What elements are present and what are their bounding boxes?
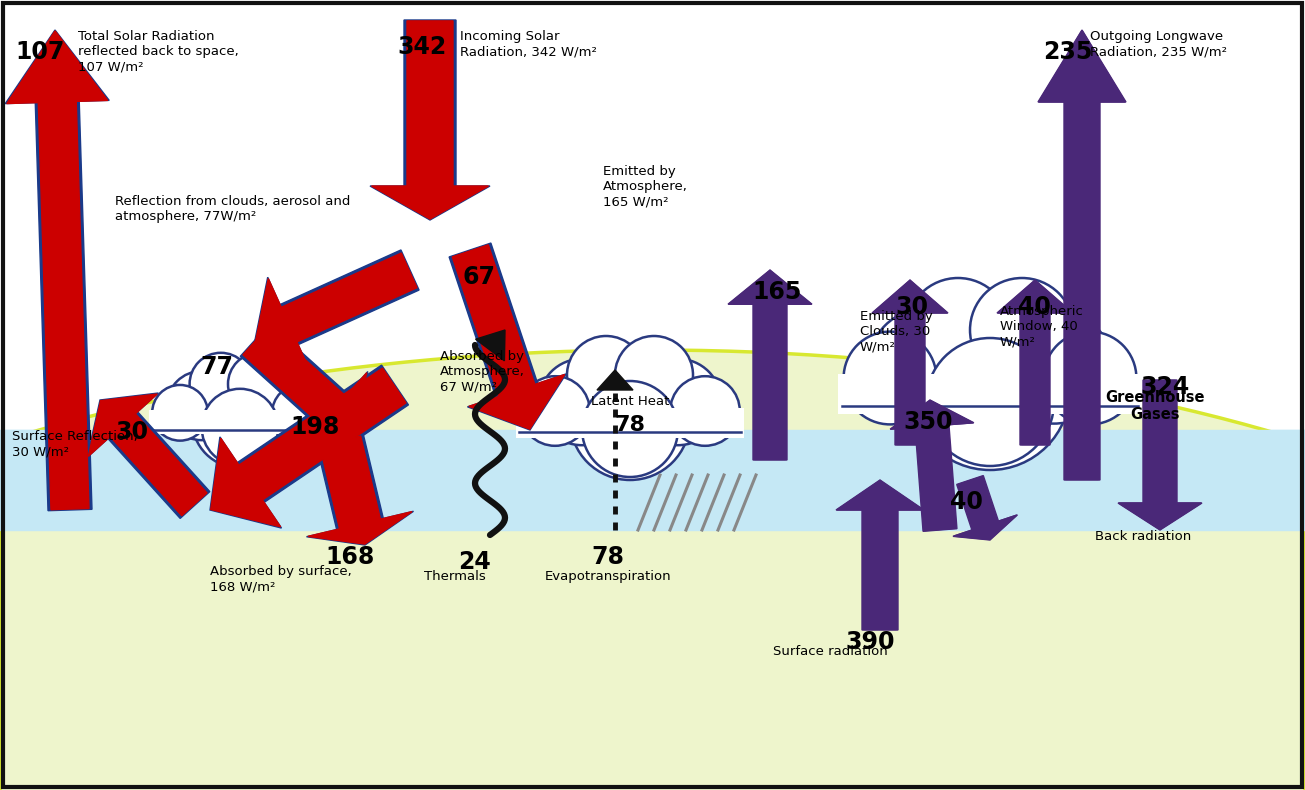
Circle shape [970,278,1074,382]
Polygon shape [307,435,414,545]
Text: 30: 30 [895,295,928,319]
Polygon shape [372,21,488,219]
Polygon shape [1118,381,1201,529]
Text: 235: 235 [1043,40,1092,64]
Polygon shape [0,350,1305,790]
Polygon shape [1118,380,1202,530]
Polygon shape [837,480,923,630]
Circle shape [843,332,937,424]
Text: Reflection from clouds, aerosol and
atmosphere, 77W/m²: Reflection from clouds, aerosol and atmo… [115,195,350,223]
Polygon shape [371,20,489,220]
Circle shape [570,360,690,480]
Text: 78: 78 [591,545,625,569]
Polygon shape [87,393,210,518]
Bar [0,430,1305,530]
Text: Outgoing Longwave
Radiation, 235 W/m²: Outgoing Longwave Radiation, 235 W/m² [1090,30,1227,58]
Text: 350: 350 [903,410,953,434]
Polygon shape [837,480,924,630]
Text: Emitted by
Atmosphere,
165 W/m²: Emitted by Atmosphere, 165 W/m² [603,165,688,208]
Bar [0,430,1305,530]
Text: Surface radiation: Surface radiation [773,645,887,658]
Polygon shape [210,365,408,528]
Text: Absorbed by surface,
168 W/m²: Absorbed by surface, 168 W/m² [210,565,352,593]
Polygon shape [5,30,110,510]
Text: Surface Reflection,
30 W/m²: Surface Reflection, 30 W/m² [12,430,138,458]
Circle shape [521,376,590,446]
Polygon shape [872,280,947,445]
Polygon shape [7,31,108,510]
Polygon shape [243,326,367,448]
Text: 67: 67 [463,265,496,289]
Polygon shape [1039,31,1125,480]
Circle shape [244,371,313,440]
Circle shape [192,372,288,468]
Polygon shape [453,245,565,429]
Polygon shape [240,324,368,449]
Circle shape [201,389,278,465]
Text: Total Solar Radiation
reflected back to space,
107 W/m²: Total Solar Radiation reflected back to … [78,30,239,73]
Text: Back radiation: Back radiation [1095,530,1191,543]
Text: 78: 78 [615,415,646,435]
Polygon shape [89,394,207,516]
Polygon shape [997,280,1073,445]
Text: Latent Heat: Latent Heat [591,395,669,408]
Text: 390: 390 [846,630,894,654]
Polygon shape [210,368,406,527]
Text: 30: 30 [115,420,147,444]
Polygon shape [1037,30,1126,480]
Text: 168: 168 [325,545,375,569]
Polygon shape [475,330,505,361]
Circle shape [566,336,645,414]
Bar [515,408,744,438]
Text: Incoming Solar
Radiation, 342 W/m²: Incoming Solar Radiation, 342 W/m² [459,30,596,58]
Polygon shape [728,270,812,460]
Polygon shape [891,401,974,531]
Polygon shape [953,476,1018,540]
Circle shape [189,353,252,416]
Polygon shape [890,400,974,532]
Text: Absorbed by
Atmosphere,
67 W/m²: Absorbed by Atmosphere, 67 W/m² [440,350,525,393]
Circle shape [906,278,1010,382]
Circle shape [927,338,1054,466]
Circle shape [997,308,1112,423]
Bar [838,374,1142,414]
Circle shape [539,359,625,446]
Circle shape [153,385,207,441]
Circle shape [228,353,291,416]
Circle shape [1044,332,1137,424]
Polygon shape [308,436,412,544]
Polygon shape [449,243,566,430]
Text: 342: 342 [397,35,446,59]
Circle shape [582,381,679,477]
Polygon shape [256,253,418,371]
Text: Atmospheric
Window, 40
W/m²: Atmospheric Window, 40 W/m² [1000,305,1084,348]
Polygon shape [873,280,947,445]
Text: 77: 77 [200,355,234,379]
Polygon shape [728,270,812,460]
Text: 198: 198 [290,415,339,439]
Text: Thermals: Thermals [424,570,485,583]
Polygon shape [254,250,419,372]
Text: 165: 165 [752,280,801,304]
Circle shape [615,336,693,414]
Text: 324: 324 [1141,375,1189,399]
Circle shape [910,310,1070,470]
Polygon shape [596,370,633,390]
Text: 107: 107 [14,40,64,64]
Circle shape [868,308,984,423]
Polygon shape [954,476,1017,540]
Circle shape [273,385,328,441]
Circle shape [167,371,236,440]
Polygon shape [998,280,1073,445]
Text: Emitted by
Clouds, 30
W/m²: Emitted by Clouds, 30 W/m² [860,310,933,353]
Bar [149,410,331,434]
Text: Evapotranspiration: Evapotranspiration [544,570,671,583]
Text: 24: 24 [458,550,492,574]
Text: 40: 40 [950,490,983,514]
Text: 40: 40 [1018,295,1051,319]
Circle shape [634,359,722,446]
Circle shape [671,376,740,446]
Text: Greenhouse
Gases: Greenhouse Gases [1105,390,1205,423]
